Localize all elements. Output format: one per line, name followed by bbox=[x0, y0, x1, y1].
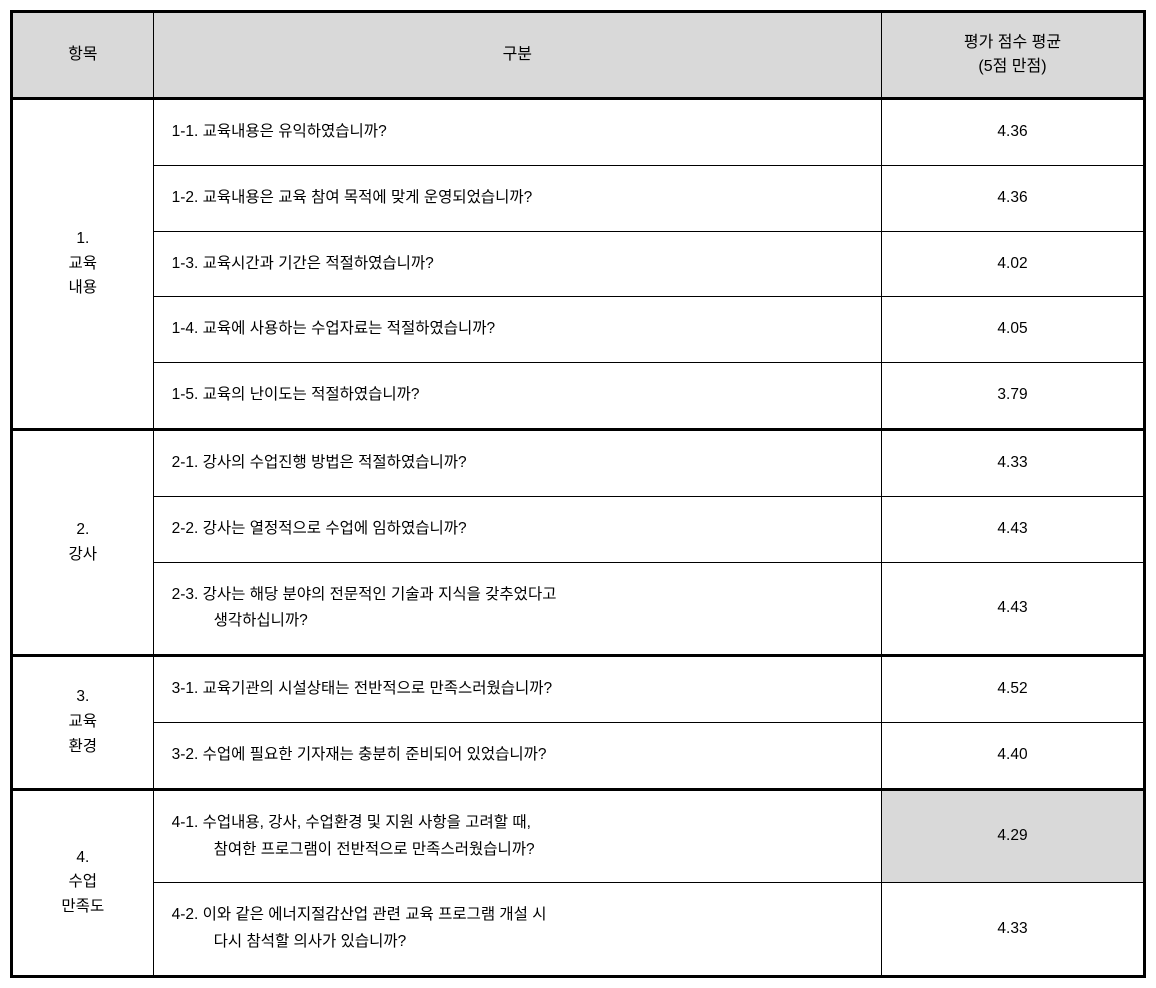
score-cell: 4.02 bbox=[881, 231, 1144, 297]
table-row: 2-2. 강사는 열정적으로 수업에 임하였습니까? 4.43 bbox=[12, 496, 1145, 562]
table-row: 1-3. 교육시간과 기간은 적절하였습니까? 4.02 bbox=[12, 231, 1145, 297]
score-cell-highlighted: 4.29 bbox=[881, 789, 1144, 883]
category-line2: 만족도 bbox=[61, 898, 104, 915]
score-cell: 4.33 bbox=[881, 883, 1144, 977]
score-cell: 4.43 bbox=[881, 562, 1144, 656]
category-cell: 3. 교육 환경 bbox=[12, 656, 154, 790]
category-line2: 환경 bbox=[69, 738, 98, 755]
header-category: 항목 bbox=[12, 12, 154, 99]
score-cell: 4.05 bbox=[881, 297, 1144, 363]
question-cell: 3-1. 교육기관의 시설상태는 전반적으로 만족스러웠습니까? bbox=[153, 656, 881, 723]
header-score-line1: 평가 점수 평균 bbox=[964, 34, 1061, 51]
table-row: 1-4. 교육에 사용하는 수업자료는 적절하였습니까? 4.05 bbox=[12, 297, 1145, 363]
header-score: 평가 점수 평균 (5점 만점) bbox=[881, 12, 1144, 99]
category-line1: 교육 bbox=[69, 713, 98, 730]
category-number: 3. bbox=[76, 688, 89, 705]
evaluation-table: 항목 구분 평가 점수 평균 (5점 만점) 1. 교육 내용 1-1. 교육내… bbox=[10, 10, 1146, 978]
table-row: 1-5. 교육의 난이도는 적절하였습니까? 3.79 bbox=[12, 363, 1145, 430]
category-cell: 2. 강사 bbox=[12, 429, 154, 655]
score-cell: 3.79 bbox=[881, 363, 1144, 430]
question-cell: 2-1. 강사의 수업진행 방법은 적절하였습니까? bbox=[153, 429, 881, 496]
category-number: 4. bbox=[76, 849, 89, 866]
category-number: 1. bbox=[76, 230, 89, 247]
table-header-row: 항목 구분 평가 점수 평균 (5점 만점) bbox=[12, 12, 1145, 99]
question-cell: 1-1. 교육내용은 유익하였습니까? bbox=[153, 99, 881, 166]
category-cell: 1. 교육 내용 bbox=[12, 99, 154, 430]
question-cell: 1-3. 교육시간과 기간은 적절하였습니까? bbox=[153, 231, 881, 297]
category-line1: 수업 bbox=[69, 873, 98, 890]
question-cell: 2-3. 강사는 해당 분야의 전문적인 기술과 지식을 갖추었다고 생각하십니… bbox=[153, 562, 881, 656]
question-line1: 2-3. 강사는 해당 분야의 전문적인 기술과 지식을 갖추었다고 bbox=[172, 586, 557, 603]
question-cell: 1-4. 교육에 사용하는 수업자료는 적절하였습니까? bbox=[153, 297, 881, 363]
category-number: 2. bbox=[76, 521, 89, 538]
table-row: 1. 교육 내용 1-1. 교육내용은 유익하였습니까? 4.36 bbox=[12, 99, 1145, 166]
table-row: 4. 수업 만족도 4-1. 수업내용, 강사, 수업환경 및 지원 사항을 고… bbox=[12, 789, 1145, 883]
question-cell: 4-2. 이와 같은 에너지절감산업 관련 교육 프로그램 개설 시 다시 참석… bbox=[153, 883, 881, 977]
category-line1: 교육 bbox=[69, 255, 98, 272]
header-question: 구분 bbox=[153, 12, 881, 99]
table-row: 4-2. 이와 같은 에너지절감산업 관련 교육 프로그램 개설 시 다시 참석… bbox=[12, 883, 1145, 977]
score-cell: 4.40 bbox=[881, 722, 1144, 789]
table-row: 2-3. 강사는 해당 분야의 전문적인 기술과 지식을 갖추었다고 생각하십니… bbox=[12, 562, 1145, 656]
category-line1: 강사 bbox=[69, 546, 98, 563]
category-cell: 4. 수업 만족도 bbox=[12, 789, 154, 976]
question-line2: 생각하십니까? bbox=[172, 609, 863, 634]
score-cell: 4.43 bbox=[881, 496, 1144, 562]
question-cell: 2-2. 강사는 열정적으로 수업에 임하였습니까? bbox=[153, 496, 881, 562]
table-body: 1. 교육 내용 1-1. 교육내용은 유익하였습니까? 4.36 1-2. 교… bbox=[12, 99, 1145, 977]
table-row: 3. 교육 환경 3-1. 교육기관의 시설상태는 전반적으로 만족스러웠습니까… bbox=[12, 656, 1145, 723]
category-line2: 내용 bbox=[69, 279, 98, 296]
question-cell: 1-5. 교육의 난이도는 적절하였습니까? bbox=[153, 363, 881, 430]
score-cell: 4.33 bbox=[881, 429, 1144, 496]
table-row: 3-2. 수업에 필요한 기자재는 충분히 준비되어 있었습니까? 4.40 bbox=[12, 722, 1145, 789]
question-line2: 참여한 프로그램이 전반적으로 만족스러웠습니까? bbox=[172, 838, 863, 863]
evaluation-table-container: 항목 구분 평가 점수 평균 (5점 만점) 1. 교육 내용 1-1. 교육내… bbox=[10, 10, 1146, 978]
question-line1: 4-2. 이와 같은 에너지절감산업 관련 교육 프로그램 개설 시 bbox=[172, 906, 547, 923]
score-cell: 4.36 bbox=[881, 99, 1144, 166]
question-line1: 4-1. 수업내용, 강사, 수업환경 및 지원 사항을 고려할 때, bbox=[172, 814, 531, 831]
score-cell: 4.52 bbox=[881, 656, 1144, 723]
table-row: 1-2. 교육내용은 교육 참여 목적에 맞게 운영되었습니까? 4.36 bbox=[12, 165, 1145, 231]
table-row: 2. 강사 2-1. 강사의 수업진행 방법은 적절하였습니까? 4.33 bbox=[12, 429, 1145, 496]
header-score-line2: (5점 만점) bbox=[978, 58, 1046, 75]
question-cell: 1-2. 교육내용은 교육 참여 목적에 맞게 운영되었습니까? bbox=[153, 165, 881, 231]
question-cell: 3-2. 수업에 필요한 기자재는 충분히 준비되어 있었습니까? bbox=[153, 722, 881, 789]
question-line2: 다시 참석할 의사가 있습니까? bbox=[172, 930, 863, 955]
question-cell: 4-1. 수업내용, 강사, 수업환경 및 지원 사항을 고려할 때, 참여한 … bbox=[153, 789, 881, 883]
score-cell: 4.36 bbox=[881, 165, 1144, 231]
